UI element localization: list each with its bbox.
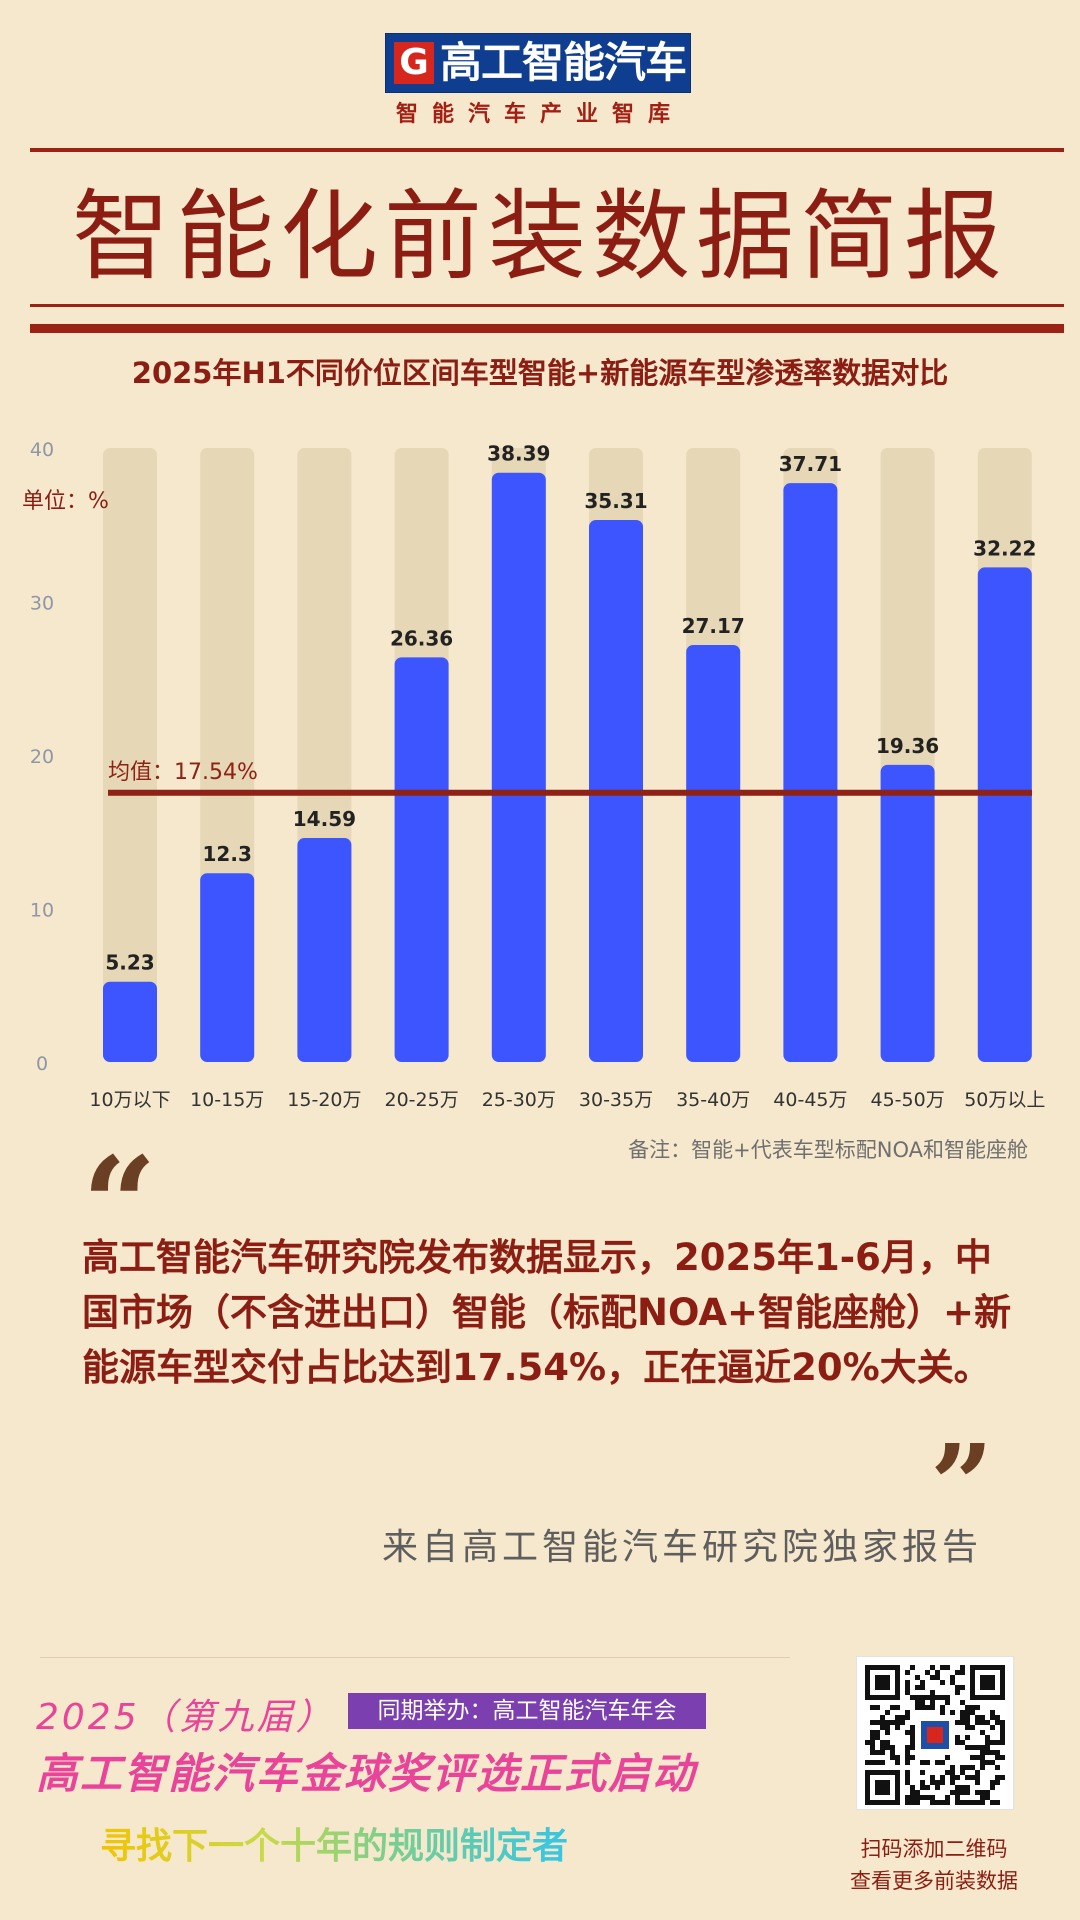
logo-mark: G — [394, 42, 434, 84]
average-line — [108, 789, 1032, 796]
title-top-rule — [30, 148, 1064, 152]
qr-code-icon — [865, 1665, 1005, 1805]
title-bottom-rule — [30, 304, 1064, 307]
bar-20-25万 — [394, 657, 449, 1062]
qr-caption: 扫码添加二维码 查看更多前装数据 — [834, 1833, 1034, 1897]
event-year: 2025（第九届） — [36, 1697, 335, 1738]
event-name: 高工智能汽车金球奖评选正式启动 — [36, 1749, 697, 1798]
quote-source: 来自高工智能汽车研究院独家报告 — [381, 1527, 982, 1568]
bar-25-30万 — [491, 472, 546, 1062]
bar-value-label: 35.31 — [584, 489, 647, 513]
x-tick-label: 10-15万 — [190, 1089, 264, 1111]
bar-value-label: 27.17 — [682, 614, 745, 638]
y-tick-label: 10 — [30, 900, 54, 922]
bar-40-45万 — [783, 483, 838, 1062]
bar-chart: 0 10 20 30 40 均值：17.54% 5.23 12.3 14.59 26.36 38… — [22, 439, 1045, 1111]
bar-35-40万 — [686, 644, 741, 1062]
close-quote-icon: ” — [930, 1420, 994, 1549]
bar-value-label: 32.22 — [973, 536, 1036, 560]
logo: G 高工智能汽车 — [385, 33, 691, 93]
x-tick-label: 30-35万 — [579, 1089, 653, 1111]
y-tick-label: 30 — [30, 593, 54, 615]
qr-caption-line-2: 查看更多前装数据 — [850, 1869, 1018, 1893]
qr-caption-line-1: 扫码添加二维码 — [860, 1837, 1008, 1861]
x-tick-label: 10万以下 — [89, 1089, 170, 1111]
bar-45-50万 — [880, 764, 935, 1062]
logo-text: 高工智能汽车 — [440, 38, 687, 87]
page-title: 智能化前装数据简报 — [71, 180, 1008, 294]
event-slogan: 寻找下一个十年的规则制定者 — [100, 1817, 568, 1869]
logo-slogan: 智能汽车产业智库 — [395, 102, 684, 127]
x-tick-label: 40-45万 — [773, 1089, 847, 1111]
bar-value-label: 5.23 — [105, 951, 154, 975]
x-tick-label: 35-40万 — [676, 1089, 750, 1111]
event-tag: 同期举办：高工智能汽车年会 — [348, 1693, 706, 1729]
y-tick-label: 0 — [36, 1053, 48, 1075]
x-tick-label: 45-50万 — [870, 1089, 944, 1111]
y-tick-label: 20 — [30, 746, 54, 768]
average-label: 均值：17.54% — [108, 760, 258, 785]
bar-value-label: 19.36 — [876, 734, 939, 758]
open-quote-icon: “ — [82, 1128, 157, 1281]
bar-value-label: 37.71 — [779, 452, 842, 476]
bar-value-label: 38.39 — [487, 442, 550, 466]
y-tick-label: 40 — [30, 439, 54, 461]
unit-label: 单位：% — [22, 489, 109, 514]
bar-10-15万 — [200, 873, 255, 1062]
qr-code[interactable] — [856, 1656, 1014, 1810]
chart-note: 备注：智能+代表车型标配NOA和智能座舱 — [628, 1138, 1028, 1162]
bar-value-label: 26.36 — [390, 626, 453, 650]
bar-15-20万 — [297, 838, 352, 1062]
quote-body: 高工智能汽车研究院发布数据显示，2025年1-6月，中国市场（不含进出口）智能（… — [82, 1236, 1012, 1389]
bar-value-label: 12.3 — [203, 842, 252, 866]
x-tick-label: 25-30万 — [482, 1089, 556, 1111]
bar-10万以下 — [103, 981, 157, 1062]
x-tick-label: 15-20万 — [287, 1089, 361, 1111]
footer-divider — [40, 1657, 790, 1658]
x-tick-label: 50万以上 — [964, 1089, 1045, 1111]
chart-title: 2025年H1不同价位区间车型智能+新能源车型渗透率数据对比 — [131, 356, 949, 390]
x-tick-label: 20-25万 — [384, 1089, 458, 1111]
bar-track — [103, 448, 157, 1062]
title-bottom-thick-rule — [30, 324, 1064, 333]
bar-50万以上 — [977, 567, 1032, 1062]
bar-value-label: 14.59 — [293, 807, 356, 831]
